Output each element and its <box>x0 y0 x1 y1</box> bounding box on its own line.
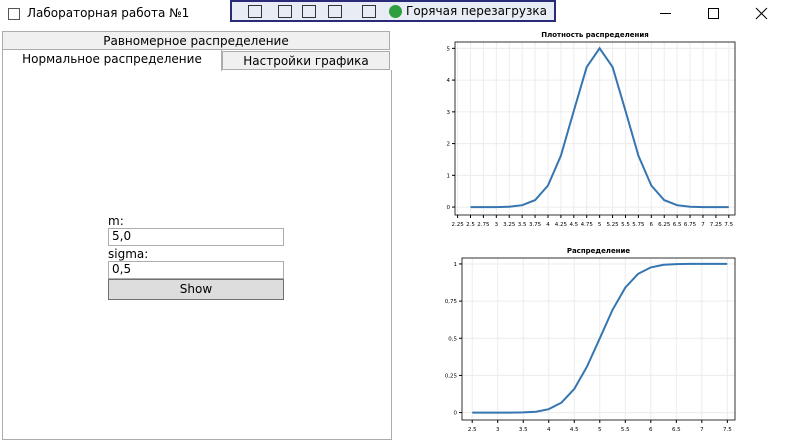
x-tick-label: 3 <box>496 427 500 433</box>
y-tick-label: 5 <box>447 46 451 52</box>
close-button[interactable] <box>755 7 768 20</box>
x-tick-label: 6 <box>649 427 653 433</box>
tool-icon[interactable] <box>328 5 342 18</box>
x-tick-label: 6.25 <box>658 222 671 228</box>
x-tick-label: 7 <box>700 427 704 433</box>
m-input[interactable]: 5,0 <box>108 228 284 246</box>
x-tick-label: 5.25 <box>606 222 619 228</box>
plot-frame <box>461 257 736 421</box>
y-tick-label: 0 <box>454 411 458 417</box>
hot-reload-label[interactable]: Горячая перезагрузка <box>406 4 547 18</box>
density-line <box>472 262 728 414</box>
x-tick-label: 6.5 <box>673 222 682 228</box>
chart-title: Плотность распределения <box>541 31 649 39</box>
y-tick-label: 3 <box>447 110 451 116</box>
hot-reload-icon[interactable] <box>389 5 402 18</box>
x-tick-label: 5.75 <box>632 222 645 228</box>
x-tick-label: 6.75 <box>684 222 697 228</box>
sigma-input[interactable]: 0,5 <box>108 261 284 279</box>
x-tick-label: 2.75 <box>477 222 490 228</box>
x-tick-label: 5 <box>598 222 602 228</box>
y-tick-label: 2 <box>447 142 451 148</box>
chart-title: Распределение <box>567 247 631 255</box>
x-tick-label: 4.5 <box>569 222 578 228</box>
density-line <box>470 46 729 209</box>
y-tick-label: 0,75 <box>445 299 458 305</box>
tool-icon[interactable] <box>302 5 316 18</box>
tab[interactable]: Равномерное распределение <box>2 31 390 50</box>
x-tick-label: 7 <box>701 222 705 228</box>
x-tick-label: 4 <box>546 222 550 228</box>
x-tick-label: 2.5 <box>466 222 475 228</box>
minimize-button[interactable] <box>660 13 671 14</box>
y-tick-label: 1 <box>447 173 451 179</box>
y-tick-label: 4 <box>447 78 451 84</box>
y-tick-label: 0,25 <box>445 373 458 379</box>
x-tick-label: 4.25 <box>555 222 568 228</box>
m-label: m: <box>108 214 124 228</box>
x-tick-label: 5.5 <box>621 222 630 228</box>
tab-panel <box>2 70 392 440</box>
x-tick-label: 5.5 <box>621 427 630 433</box>
x-tick-label: 2.25 <box>451 222 464 228</box>
app-icon <box>8 8 20 20</box>
x-tick-label: 4 <box>547 427 551 433</box>
x-tick-label: 3.5 <box>518 222 527 228</box>
tool-icon[interactable] <box>248 5 262 18</box>
maximize-button[interactable] <box>708 8 719 19</box>
title-bar: Лабораторная работа №1 Горячая перезагру… <box>0 0 785 28</box>
x-tick-label: 3.5 <box>519 427 528 433</box>
sigma-label: sigma: <box>108 247 149 261</box>
x-tick-label: 4.5 <box>570 427 579 433</box>
x-tick-label: 3.25 <box>503 222 516 228</box>
x-tick-label: 2.5 <box>468 427 477 433</box>
plot-frame <box>454 41 736 216</box>
x-tick-label: 6 <box>650 222 654 228</box>
window-title: Лабораторная работа №1 <box>27 6 190 20</box>
x-tick-label: 3.75 <box>529 222 542 228</box>
show-button[interactable]: Show <box>108 279 284 300</box>
x-tick-label: 5 <box>598 427 602 433</box>
y-tick-label: 1 <box>454 262 458 268</box>
debug-toolbar: Горячая перезагрузка <box>230 0 556 22</box>
x-tick-label: 4.75 <box>581 222 594 228</box>
tool-icon[interactable] <box>278 5 292 18</box>
tool-icon[interactable] <box>362 5 376 18</box>
y-tick-label: 0,5 <box>448 336 457 342</box>
x-tick-label: 6.5 <box>672 427 681 433</box>
y-tick-label: 0 <box>447 205 451 211</box>
tab-selected[interactable]: Нормальное распределение <box>2 49 222 71</box>
x-tick-label: 7.25 <box>710 222 723 228</box>
tab[interactable]: Настройки графика <box>222 51 390 70</box>
x-tick-label: 7.5 <box>723 427 732 433</box>
x-tick-label: 7.5 <box>724 222 733 228</box>
x-tick-label: 3 <box>495 222 499 228</box>
